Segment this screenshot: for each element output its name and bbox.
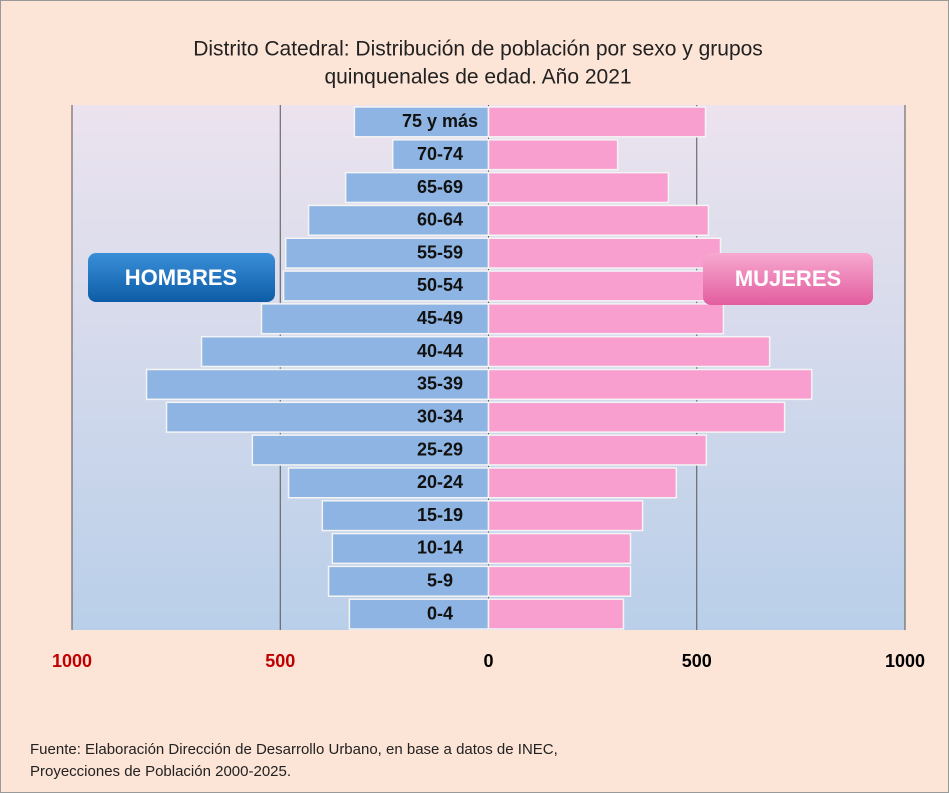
x-tick-label: 500 bbox=[265, 651, 295, 671]
category-label: 30-34 bbox=[417, 406, 463, 426]
bar bbox=[327, 565, 490, 597]
category-label: 25-29 bbox=[417, 439, 463, 459]
x-tick-label: 500 bbox=[682, 651, 712, 671]
source: Proyecciones de Población 2000-2025. bbox=[30, 763, 291, 780]
category-label: 65-69 bbox=[417, 177, 463, 197]
category-label: 15-19 bbox=[417, 505, 463, 525]
category-label: 35-39 bbox=[417, 374, 463, 394]
category-label: 50-54 bbox=[417, 275, 463, 295]
category-label: 5-9 bbox=[427, 571, 453, 591]
bar bbox=[487, 106, 707, 138]
bar bbox=[487, 335, 771, 368]
bar bbox=[487, 303, 725, 335]
category-label: 45-49 bbox=[417, 308, 463, 328]
bar bbox=[260, 303, 490, 335]
chart-title: quinquenales de edad. Año 2021 bbox=[324, 66, 631, 89]
bar bbox=[487, 171, 670, 204]
bar bbox=[487, 565, 632, 597]
bar bbox=[487, 368, 813, 401]
chart-title: Distrito Catedral: Distribución de pobla… bbox=[193, 38, 763, 61]
bar bbox=[487, 401, 786, 433]
bar bbox=[284, 237, 490, 269]
legend-box bbox=[88, 253, 275, 302]
bar bbox=[487, 500, 644, 532]
bar bbox=[487, 237, 722, 269]
category-label: 20-24 bbox=[417, 472, 463, 492]
bar bbox=[487, 139, 619, 171]
bar bbox=[353, 106, 490, 138]
bar bbox=[321, 500, 490, 532]
category-label: 40-44 bbox=[417, 341, 463, 361]
bar bbox=[487, 532, 632, 565]
category-label: 60-64 bbox=[417, 210, 463, 230]
bar bbox=[200, 335, 490, 368]
bar bbox=[287, 467, 490, 499]
bar bbox=[348, 598, 490, 630]
bar bbox=[487, 467, 678, 499]
bar bbox=[487, 270, 717, 302]
category-label: 70-74 bbox=[417, 144, 463, 164]
bar bbox=[331, 532, 490, 565]
category-label: 10-14 bbox=[417, 538, 463, 558]
bar bbox=[282, 270, 490, 302]
legend-label: MUJERES bbox=[735, 266, 841, 291]
x-tick-label: 1000 bbox=[52, 651, 92, 671]
bar bbox=[344, 171, 490, 204]
bar bbox=[391, 139, 490, 171]
source: Fuente: Elaboración Dirección de Desarro… bbox=[30, 741, 558, 758]
legend-label: HOMBRES bbox=[125, 265, 237, 290]
category-label: 55-59 bbox=[417, 242, 463, 262]
legend-box bbox=[703, 253, 873, 305]
bar bbox=[487, 204, 710, 236]
bar bbox=[487, 598, 625, 630]
category-label: 75 y más bbox=[402, 111, 478, 131]
category-label: 0-4 bbox=[427, 603, 453, 623]
bar bbox=[487, 434, 708, 466]
x-tick-label: 0 bbox=[483, 651, 493, 671]
x-tick-label: 1000 bbox=[885, 651, 925, 671]
